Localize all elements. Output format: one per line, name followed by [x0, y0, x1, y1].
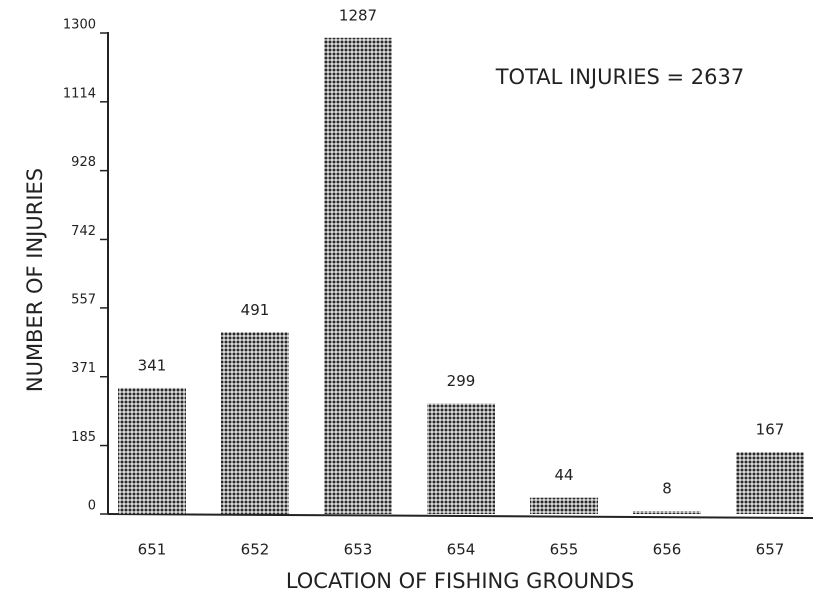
y-tick-label: 185 — [71, 430, 96, 445]
data-label: 44 — [554, 466, 573, 484]
x-tick-label: 651 — [138, 541, 167, 559]
y-tick-label: 1300 — [63, 18, 96, 33]
bar — [221, 332, 289, 514]
data-label: 341 — [138, 356, 167, 374]
y-tick-label: 0 — [88, 499, 96, 514]
y-tick-label: 557 — [71, 292, 96, 307]
y-tick-label: 928 — [71, 155, 96, 170]
x-tick-label: 654 — [447, 541, 476, 559]
x-tick-label: 652 — [241, 541, 270, 559]
bar — [633, 511, 701, 514]
data-label: 491 — [241, 301, 270, 319]
data-label: 299 — [447, 372, 476, 390]
y-tick-label: 371 — [71, 361, 96, 376]
data-label: 8 — [662, 480, 672, 498]
x-tick-label: 657 — [756, 541, 785, 559]
bar — [427, 403, 495, 514]
x-axis — [107, 513, 813, 519]
bar — [118, 387, 186, 514]
x-tick-label: 656 — [653, 541, 682, 559]
y-axis-label: NUMBER OF INJURIES — [23, 168, 47, 392]
x-axis-label: LOCATION OF FISHING GROUNDS — [286, 569, 634, 593]
y-tick-label: 742 — [71, 224, 96, 239]
data-label: 1287 — [339, 6, 377, 24]
bar — [324, 37, 392, 515]
data-label: 167 — [756, 421, 785, 439]
bar — [736, 452, 804, 514]
annotation: TOTAL INJURIES = 2637 — [495, 65, 745, 89]
x-tick-label: 655 — [550, 541, 579, 559]
bar — [530, 497, 598, 514]
y-tick-label: 1114 — [63, 86, 96, 101]
x-tick-label: 653 — [344, 541, 373, 559]
